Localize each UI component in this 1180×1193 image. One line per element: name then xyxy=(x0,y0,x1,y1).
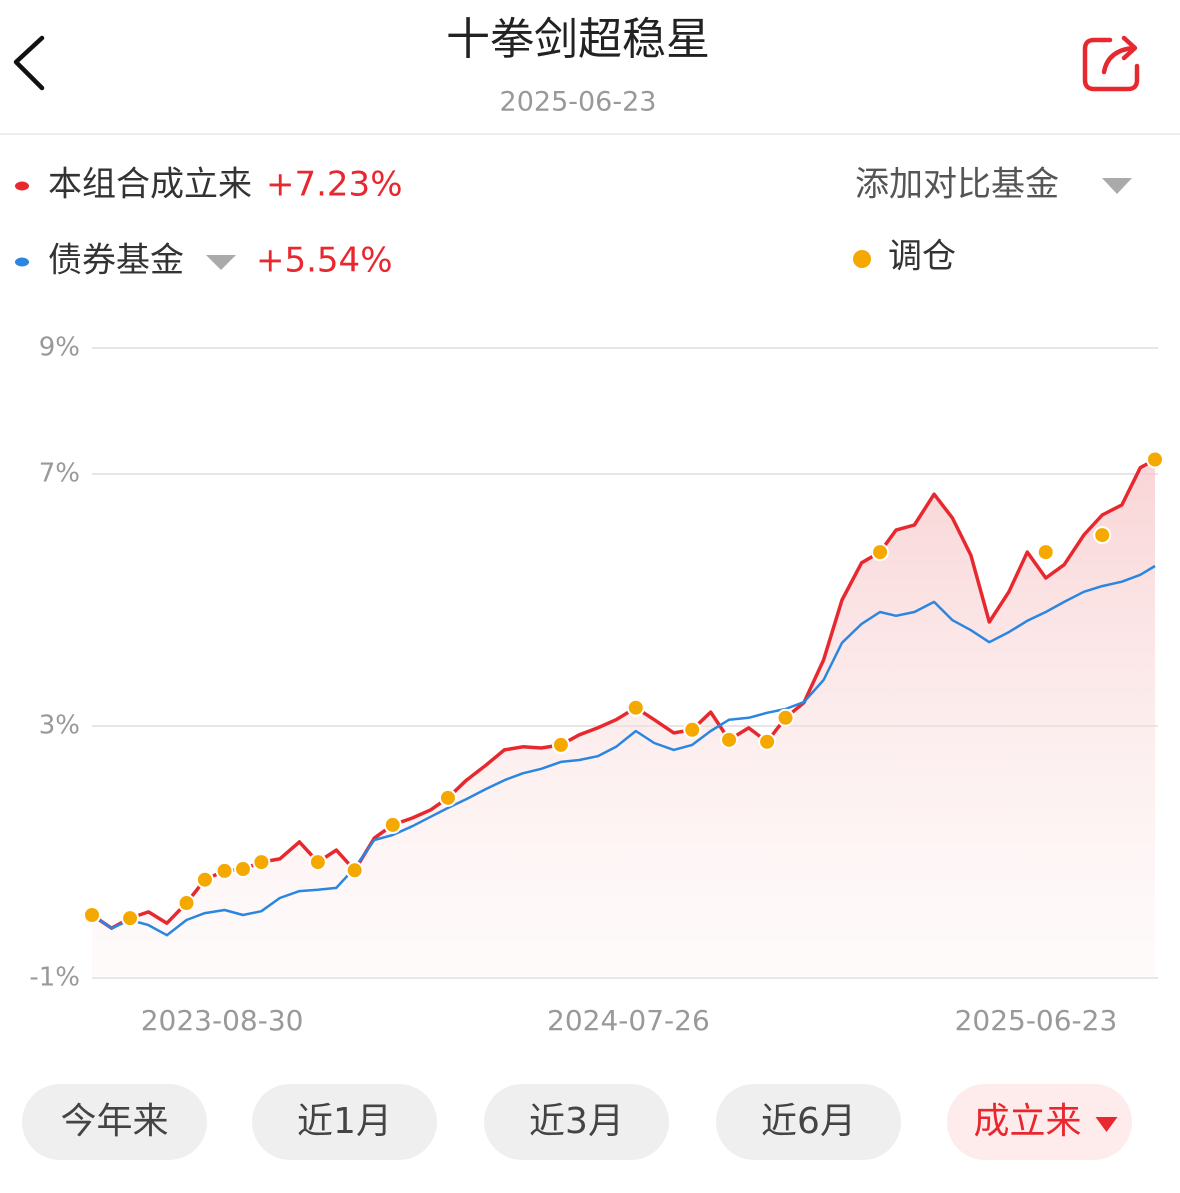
tab-label[interactable]: 今年来 xyxy=(60,1101,168,1142)
rebalance-dot xyxy=(83,906,101,924)
tab-background xyxy=(252,1084,437,1160)
page-date: 2025-06-23 xyxy=(500,87,657,118)
y-tick-label: 3% xyxy=(39,711,80,741)
rebalance-dot xyxy=(195,870,214,889)
rebalance-dot xyxy=(121,909,140,928)
rebalance-dot xyxy=(683,720,702,739)
range-tabs: 今年来 近1月 近3月 近6月 成立来 xyxy=(22,1084,1132,1160)
legend-label: 调仓 xyxy=(888,237,956,277)
y-tick-label: -1% xyxy=(29,963,80,993)
dropdown-arrow[interactable] xyxy=(206,255,236,270)
tab-label[interactable]: 近3月 xyxy=(529,1101,624,1142)
x-tick-label: 2023-08-30 xyxy=(141,1004,304,1037)
rebalance-dot xyxy=(551,735,570,754)
back-button[interactable] xyxy=(13,35,45,91)
rebalance-dot xyxy=(776,708,795,727)
dropdown-arrow[interactable] xyxy=(1102,178,1132,194)
rebalance-dot xyxy=(177,894,196,913)
rebalance-dot xyxy=(1036,543,1055,562)
share-frame xyxy=(1082,37,1140,92)
series-line xyxy=(91,564,1156,937)
range-tab[interactable]: 近1月 xyxy=(252,1084,437,1160)
range-tab[interactable]: 近6月 xyxy=(716,1084,901,1160)
legend-label: 本组合成立来 xyxy=(48,165,252,205)
rebalance-dot xyxy=(1093,526,1112,545)
rebalance-dot xyxy=(383,815,402,834)
tab-label[interactable]: 近6月 xyxy=(761,1101,856,1142)
dropdown-arrow[interactable] xyxy=(1095,1117,1118,1132)
x-tick-label: 2024-07-26 xyxy=(547,1004,710,1037)
share-button[interactable] xyxy=(1082,35,1140,92)
legend-marker xyxy=(853,250,871,268)
tab-background xyxy=(22,1084,207,1160)
share-arrow xyxy=(1101,35,1138,75)
range-tab[interactable]: 成立来 xyxy=(947,1084,1132,1160)
rebalance-dot xyxy=(215,861,234,880)
tab-background xyxy=(716,1084,901,1160)
rebalance-dot xyxy=(720,730,739,749)
tab-label[interactable]: 近1月 xyxy=(297,1101,392,1142)
page-title: 十拳剑超稳星 xyxy=(446,14,710,65)
x-tick-label: 2025-06-23 xyxy=(955,1004,1118,1037)
y-tick-label: 7% xyxy=(39,459,80,489)
plot-area: -1% 3% 7% 9% 2023-08-30 2024-07-26 2025-06-23 xyxy=(29,333,1164,1037)
area-fill xyxy=(92,459,1155,978)
range-tab[interactable]: 近3月 xyxy=(484,1084,669,1160)
legend-return: +5.54% xyxy=(256,241,393,281)
tab-background xyxy=(947,1084,1132,1160)
rebalance-dot xyxy=(345,861,364,880)
rebalance-dot xyxy=(1146,450,1164,469)
rebalance-dot xyxy=(438,788,457,807)
rebalance-dot xyxy=(758,732,777,751)
rebalance-dot xyxy=(626,698,645,717)
tab-label[interactable]: 成立来 xyxy=(973,1101,1081,1142)
rebalance-dot xyxy=(252,853,271,872)
legend-marker xyxy=(15,181,29,191)
legend-return: +7.23% xyxy=(266,165,403,205)
range-tab[interactable]: 今年来 xyxy=(22,1084,207,1160)
legend-label[interactable]: 债券基金 xyxy=(48,241,184,281)
y-tick-label: 9% xyxy=(39,333,80,363)
rebalance-dot xyxy=(233,860,252,879)
series-line xyxy=(91,457,1156,930)
rebalance-dot xyxy=(871,543,890,562)
compare-button[interactable]: 添加对比基金 xyxy=(855,165,1059,205)
rebalance-dot xyxy=(308,853,327,872)
tab-background xyxy=(484,1084,669,1160)
legend-marker xyxy=(15,257,29,267)
